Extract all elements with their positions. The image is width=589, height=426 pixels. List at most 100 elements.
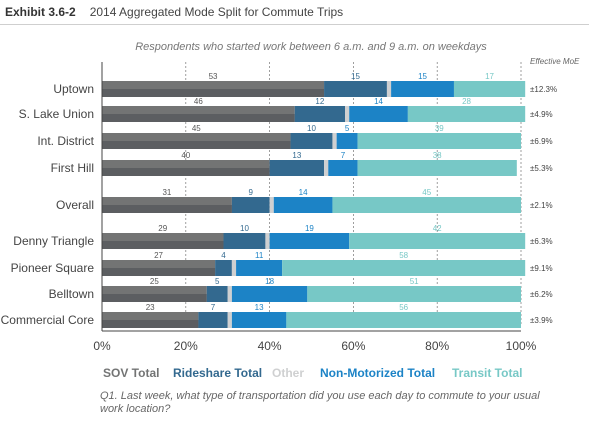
value-label-rideshare-total-pioneer-square: 4: [221, 251, 226, 260]
bar-sov-total-shade-denny-triangle: [102, 241, 224, 249]
bar-other-overall: [269, 197, 274, 213]
value-label-non-motorized-total-overall: 14: [299, 188, 308, 197]
moe-header: Effective MoE: [530, 57, 580, 66]
bar-non-motorized-total-belltown: [231, 286, 308, 302]
value-label-transit-total-denny-triangle: 42: [433, 224, 442, 233]
exhibit-number: Exhibit 3.6-2: [5, 5, 76, 19]
category-label: Uptown: [53, 82, 94, 96]
legend-other: Other: [272, 366, 304, 380]
bar-sov-total-shade-commercial-core: [102, 320, 199, 328]
category-label: Denny Triangle: [13, 234, 94, 248]
bar-transit-total-first-hill: [357, 160, 517, 176]
bar-sov-total-shade-first-hill: [102, 168, 270, 176]
value-label-sov-total-s-lake-union: 46: [194, 97, 203, 106]
bar-transit-total-commercial-core: [286, 312, 521, 328]
value-label-transit-total-int-district: 39: [435, 124, 444, 133]
legend-sov-total: SOV Total: [103, 366, 159, 380]
value-label-rideshare-total-int-district: 10: [307, 124, 316, 133]
bar-transit-total-pioneer-square: [282, 260, 526, 276]
x-tick-label: 80%: [425, 339, 449, 353]
value-label-sov-total-commercial-core: 23: [146, 303, 155, 312]
category-label: S. Lake Union: [19, 107, 94, 121]
value-label-rideshare-total-commercial-core: 7: [211, 303, 216, 312]
value-label-rideshare-total-first-hill: 13: [292, 151, 301, 160]
legend-transit-total: Transit Total: [452, 366, 522, 380]
value-label-sov-total-uptown: 53: [209, 72, 218, 81]
exhibit-heading: Exhibit 3.6-2 2014 Aggregated Mode Split …: [5, 5, 343, 19]
x-tick-label: 60%: [341, 339, 365, 353]
value-label-non-motorized-total-belltown: 18: [265, 277, 274, 286]
bar-non-motorized-total-pioneer-square: [236, 260, 283, 276]
bar-transit-total-belltown: [307, 286, 521, 302]
moe-value: ±4.9%: [530, 110, 553, 119]
value-label-transit-total-pioneer-square: 58: [399, 251, 408, 260]
category-label: Belltown: [49, 287, 94, 301]
bar-sov-total-shade-uptown: [102, 89, 325, 97]
value-label-non-motorized-total-int-district: 5: [345, 124, 350, 133]
value-label-sov-total-belltown: 25: [150, 277, 159, 286]
category-label: Commercial Core: [1, 313, 95, 327]
value-label-sov-total-overall: 31: [162, 188, 171, 197]
bar-other-first-hill: [324, 160, 329, 176]
header-divider: [0, 24, 589, 25]
legend-non-motorized-total: Non-Motorized Total: [320, 366, 435, 380]
bar-sov-total-shade-int-district: [102, 141, 291, 149]
value-label-transit-total-uptown: 17: [485, 72, 494, 81]
bar-non-motorized-total-uptown: [391, 81, 454, 97]
bar-rideshare-total-s-lake-union: [294, 106, 346, 122]
value-label-non-motorized-total-pioneer-square: 11: [255, 251, 264, 260]
category-label: Pioneer Square: [11, 261, 95, 275]
bar-sov-total-shade-belltown: [102, 294, 207, 302]
value-label-non-motorized-total-denny-triangle: 19: [305, 224, 314, 233]
value-label-non-motorized-total-commercial-core: 13: [255, 303, 264, 312]
moe-value: ±2.1%: [530, 201, 553, 210]
bar-transit-total-denny-triangle: [349, 233, 526, 249]
category-label: Int. District: [37, 134, 94, 148]
moe-value: ±3.9%: [530, 316, 553, 325]
value-label-rideshare-total-belltown: 5: [215, 277, 220, 286]
value-label-transit-total-s-lake-union: 28: [462, 97, 471, 106]
bar-transit-total-overall: [332, 197, 521, 213]
bar-transit-total-uptown: [453, 81, 526, 97]
bar-non-motorized-total-overall: [273, 197, 333, 213]
moe-value: ±6.9%: [530, 137, 553, 146]
bar-other-int-district: [332, 133, 337, 149]
moe-value: ±5.3%: [530, 164, 553, 173]
value-label-rideshare-total-overall: 9: [249, 188, 254, 197]
moe-value: ±12.3%: [530, 85, 557, 94]
bar-rideshare-total-uptown: [324, 81, 387, 97]
bar-sov-total-shade-overall: [102, 205, 232, 213]
value-label-rideshare-total-uptown: 15: [351, 72, 360, 81]
value-label-transit-total-belltown: 51: [410, 277, 419, 286]
bar-rideshare-total-pioneer-square: [215, 260, 232, 276]
bar-other-s-lake-union: [345, 106, 350, 122]
bar-sov-total-shade-pioneer-square: [102, 268, 216, 276]
x-tick-label: 40%: [258, 339, 282, 353]
bar-non-motorized-total-commercial-core: [231, 312, 287, 328]
bar-other-uptown: [386, 81, 392, 97]
value-label-rideshare-total-s-lake-union: 12: [315, 97, 324, 106]
value-label-non-motorized-total-first-hill: 7: [341, 151, 346, 160]
moe-value: ±9.1%: [530, 264, 553, 273]
bar-non-motorized-total-denny-triangle: [269, 233, 350, 249]
bar-transit-total-s-lake-union: [407, 106, 526, 122]
bar-rideshare-total-overall: [231, 197, 270, 213]
category-label: First Hill: [51, 161, 94, 175]
value-label-non-motorized-total-s-lake-union: 14: [374, 97, 383, 106]
value-label-rideshare-total-denny-triangle: 10: [240, 224, 249, 233]
bar-other-belltown: [227, 286, 232, 302]
category-label: Overall: [56, 198, 94, 212]
value-label-sov-total-first-hill: 40: [181, 151, 190, 160]
value-label-transit-total-first-hill: 38: [433, 151, 442, 160]
bar-other-pioneer-square: [231, 260, 237, 276]
survey-question-footnote: Q1. Last week, what type of transportati…: [100, 390, 540, 415]
moe-value: ±6.2%: [530, 290, 553, 299]
x-tick-label: 0%: [93, 339, 111, 353]
bar-other-denny-triangle: [265, 233, 270, 249]
bar-sov-total-shade-s-lake-union: [102, 114, 295, 122]
bar-rideshare-total-first-hill: [269, 160, 325, 176]
value-label-transit-total-overall: 45: [422, 188, 431, 197]
x-tick-label: 100%: [506, 339, 537, 353]
exhibit-title: 2014 Aggregated Mode Split for Commute T…: [89, 5, 344, 19]
value-label-non-motorized-total-uptown: 15: [418, 72, 427, 81]
